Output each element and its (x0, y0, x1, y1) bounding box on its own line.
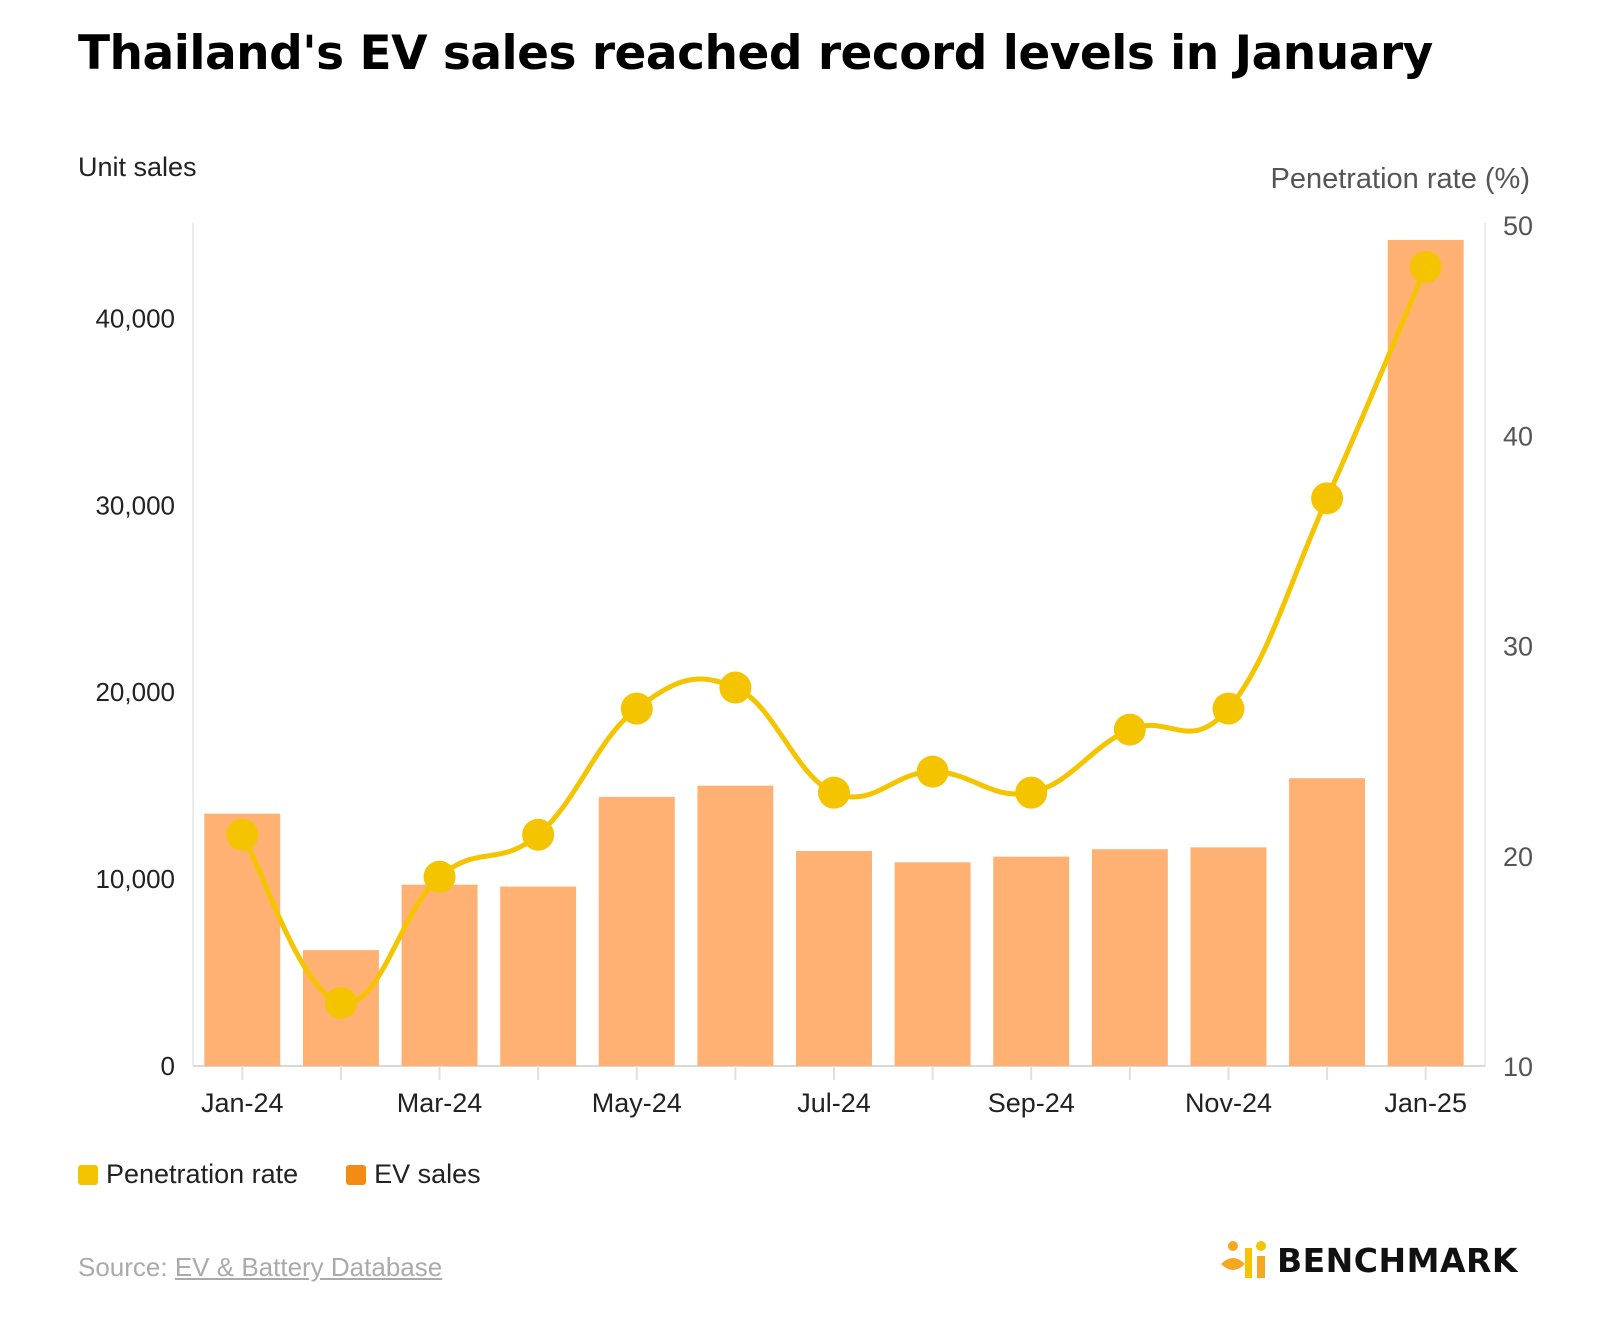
source-link[interactable]: EV & Battery Database (174, 1252, 443, 1282)
bar-Apr-24 (500, 886, 577, 1066)
legend: Penetration rate EV sales (78, 1159, 481, 1190)
chart-title: Thailand's EV sales reached record level… (78, 26, 1433, 81)
brand-name: BENCHMARK (1276, 1240, 1518, 1280)
legend-item-ev-sales: EV sales (346, 1159, 481, 1190)
line-penetration-rate (226, 251, 1442, 1019)
point-Mar-24 (423, 860, 456, 893)
x-tick-label-Mar-24: Mar-24 (397, 1088, 483, 1118)
bar-Jul-24 (796, 851, 872, 1066)
y-tick-left-0: 0 (161, 1051, 175, 1081)
y-tick-left-3: 30,000 (95, 490, 175, 520)
y-tick-left-1: 10,000 (95, 864, 175, 894)
bar-May-24 (598, 796, 675, 1066)
x-tick-label-May-24: May-24 (592, 1088, 682, 1118)
point-Jan-25 (1409, 251, 1442, 284)
x-tick-label-Sep-24: Sep-24 (988, 1088, 1075, 1118)
y-tick-right-4: 50 (1503, 211, 1533, 241)
y-axis-left-label: Unit sales (78, 152, 197, 182)
point-Aug-24 (916, 755, 949, 788)
x-tick-label-Jan-25: Jan-25 (1384, 1088, 1467, 1118)
x-tick-label-Jul-24: Jul-24 (797, 1088, 871, 1118)
legend-item-penetration-rate: Penetration rate (78, 1159, 298, 1190)
legend-swatch-penetration-rate (78, 1164, 98, 1185)
bar-Sep-24 (993, 856, 1070, 1066)
point-Dec-24 (1311, 482, 1344, 515)
y-tick-left-4: 40,000 (95, 303, 175, 333)
bar-Mar-24 (401, 884, 478, 1066)
point-Nov-24 (1212, 692, 1245, 725)
bar-Jan-24 (204, 813, 281, 1066)
source-note: Source: EV & Battery Database (78, 1252, 442, 1283)
legend-label-ev-sales: EV sales (374, 1159, 481, 1189)
point-Feb-24 (324, 986, 357, 1019)
y-axis-right-label: Penetration rate (%) (1270, 163, 1530, 195)
y-tick-right-3: 40 (1503, 421, 1533, 451)
bar-Oct-24 (1091, 849, 1168, 1066)
bar-Dec-24 (1289, 778, 1366, 1066)
point-Jun-24 (719, 671, 752, 704)
y-tick-right-0: 10 (1503, 1052, 1533, 1082)
chart-plot: 0 10,000 20,000 30,000 40,000 10 20 30 40 50 Jan-2… (95, 211, 1533, 1118)
point-Sep-24 (1015, 776, 1048, 809)
x-tick-label-Jan-24: Jan-24 (201, 1088, 284, 1118)
y-tick-right-2: 30 (1503, 632, 1533, 662)
bar-Jan-25 (1387, 239, 1464, 1066)
bars-ev-sales (204, 239, 1464, 1066)
point-Jul-24 (818, 776, 850, 809)
point-Jan-24 (226, 818, 259, 851)
x-tick-label-Nov-24: Nov-24 (1185, 1088, 1272, 1118)
legend-swatch-ev-sales (346, 1164, 367, 1185)
bar-Aug-24 (894, 862, 971, 1066)
y-tick-right-1: 20 (1503, 842, 1533, 872)
brand: BENCHMARK (1219, 1238, 1518, 1282)
point-Apr-24 (522, 818, 555, 851)
legend-label-penetration-rate: Penetration rate (106, 1159, 299, 1189)
tick-labels: 0 10,000 20,000 30,000 40,000 10 20 30 40 50 Jan-2… (95, 211, 1533, 1118)
point-May-24 (620, 692, 653, 725)
benchmark-logo-icon (1220, 1241, 1266, 1278)
bar-Jun-24 (697, 785, 774, 1066)
bar-Nov-24 (1190, 847, 1267, 1066)
source-prefix: Source: (78, 1252, 168, 1282)
y-tick-left-2: 20,000 (95, 677, 175, 707)
point-Oct-24 (1113, 713, 1146, 746)
